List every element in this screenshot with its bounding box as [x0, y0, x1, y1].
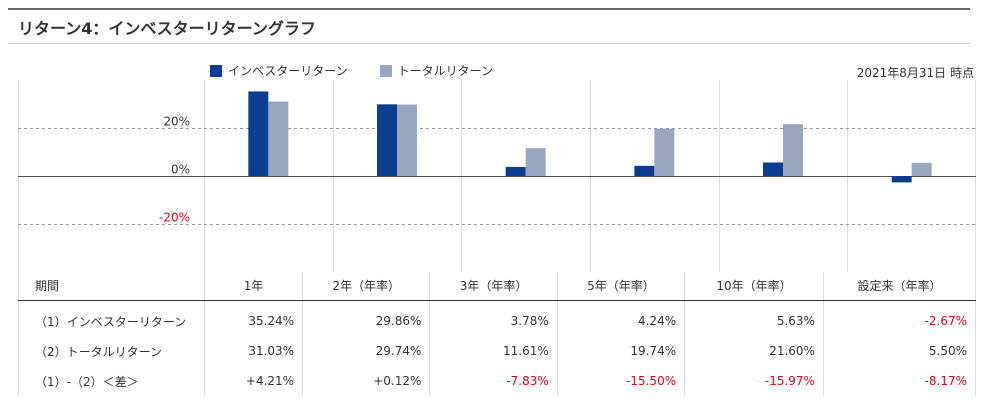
table-row: （1）-（2）＜差＞ +4.21% +0.12% -7.83% -15.50% -15.9…: [18, 366, 977, 396]
chart-legend: インベスターリターン トータルリターン: [210, 62, 525, 79]
bar-total: [654, 128, 675, 176]
bar-investor: [891, 176, 912, 183]
bar-total: [268, 101, 289, 176]
table-cell: 19.74%: [556, 336, 686, 366]
header-period-4: 10年（年率）: [684, 272, 824, 301]
table-cell: 5.63%: [684, 300, 824, 336]
table-cell: 3.78%: [429, 300, 558, 336]
table-row: （2）トータルリターン 31.03% 29.74% 11.61% 19.74% 21.60…: [18, 336, 977, 366]
title-bar: リターン4：インベスターリターングラフ: [8, 8, 970, 44]
bar-investor: [377, 104, 397, 176]
bar-investor: [248, 91, 269, 176]
page-title: リターン4：インベスターリターングラフ: [18, 18, 316, 38]
table-cell: 11.61%: [429, 336, 558, 366]
header-period-3: 5年（年率）: [556, 272, 686, 301]
legend-swatch-investor: [210, 64, 222, 77]
legend-label-total: トータルリターン: [397, 64, 494, 78]
legend-swatch-total: [379, 64, 392, 77]
table-header-row: 期間 1年 2年（年率） 3年（年率） 5年（年率） 10年（年率） 設定来（年率）: [18, 272, 977, 301]
table-cell: -2.67%: [822, 300, 977, 336]
table-cell: +4.21%: [203, 366, 304, 396]
header-period-2: 3年（年率）: [429, 272, 558, 301]
row-label: （2）トータルリターン: [18, 336, 205, 366]
bar-investor: [505, 166, 526, 176]
bar-total: [911, 162, 932, 176]
table-row: （1）インベスターリターン 35.24% 29.86% 3.78% 4.24% 5.63%…: [18, 300, 977, 336]
row-label: （1）インベスターリターン: [18, 300, 205, 336]
bar-total: [397, 104, 417, 176]
bar-chart: 20% 0% -20%: [18, 80, 976, 272]
bar-investor: [634, 165, 655, 176]
bar-investor: [763, 162, 783, 176]
table-cell: 29.74%: [302, 336, 431, 366]
table-cell: -15.97%: [684, 366, 824, 396]
y-tick-label: 20%: [163, 115, 190, 129]
header-period-5: 設定来（年率）: [822, 272, 977, 301]
y-tick-label: 0%: [171, 163, 190, 177]
legend-item-investor: インベスターリターン: [210, 62, 348, 79]
header-period-1: 2年（年率）: [302, 272, 431, 301]
header-period-0: 1年: [203, 272, 304, 301]
returns-table: 期間 1年 2年（年率） 3年（年率） 5年（年率） 10年（年率） 設定来（年率） （1…: [18, 272, 977, 396]
table-cell: +0.12%: [302, 366, 431, 396]
as-of-date: 2021年8月31日 時点: [856, 66, 974, 80]
table-cell: -7.83%: [429, 366, 558, 396]
table-cell: -15.50%: [556, 366, 686, 396]
row-label: （1）-（2）＜差＞: [18, 366, 205, 396]
table-cell: 5.50%: [822, 336, 977, 366]
legend-item-total: トータルリターン: [379, 62, 494, 79]
table-cell: 31.03%: [203, 336, 304, 366]
table-cell: -8.17%: [822, 366, 977, 396]
table-cell: 35.24%: [203, 300, 304, 336]
table-cell: 21.60%: [684, 336, 824, 366]
legend-label-investor: インベスターリターン: [228, 64, 348, 78]
table-cell: 4.24%: [556, 300, 686, 336]
bar-total: [525, 148, 546, 176]
table-body: （1）インベスターリターン 35.24% 29.86% 3.78% 4.24% 5.63%…: [18, 300, 977, 396]
bar-total: [783, 124, 803, 176]
chart-area: 20% 0% -20%: [18, 80, 976, 272]
y-tick-label: -20%: [159, 211, 190, 225]
header-period: 期間: [18, 272, 205, 301]
table-cell: 29.86%: [302, 300, 431, 336]
